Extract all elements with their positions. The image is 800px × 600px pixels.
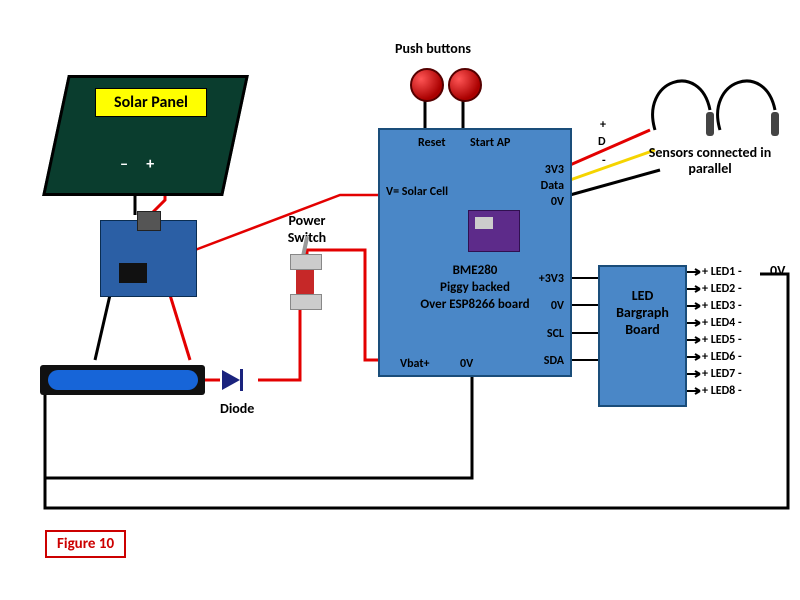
esp8266-box: Reset Start AP V= Solar Cell 3V3 Data 0V… (378, 128, 572, 377)
charger-board (100, 220, 197, 297)
bme280-module-icon (468, 210, 520, 252)
pin-0v-bottom: 0V (460, 357, 473, 371)
diode (222, 370, 240, 395)
sensor-probe-1-icon (706, 112, 714, 136)
pin-bus-sda: SDA (544, 354, 564, 368)
pin-bus-3v3: +3V3 (539, 272, 564, 286)
led-list: + LED1 - + LED2 - + LED3 - + LED4 - + LE… (702, 264, 742, 400)
diode-label: Diode (220, 400, 254, 417)
pin-3v3-top: 3V3 (545, 163, 564, 177)
battery-cell-icon (48, 370, 198, 390)
usb-connector-icon (137, 211, 161, 231)
charger-ic-icon (119, 263, 147, 283)
pin-data: Data (541, 179, 564, 193)
push-button-reset (410, 68, 444, 102)
figure-number: Figure 10 (45, 530, 126, 558)
sensor-pos: + (600, 118, 606, 132)
pin-vbat: Vbat+ (400, 357, 429, 371)
led-bargraph-box: LEDBargraphBoard (598, 265, 687, 407)
solar-panel-label: Solar Panel (95, 88, 207, 117)
sensor-probe-2-icon (771, 112, 779, 136)
push-button-start-ap (448, 68, 482, 102)
pin-reset: Reset (418, 136, 446, 150)
power-switch (296, 256, 314, 296)
pin-start-ap: Start AP (470, 136, 510, 150)
led-title: LEDBargraphBoard (600, 287, 685, 338)
pin-bus-scl: SCL (547, 327, 564, 341)
pin-bus-0v: 0V (551, 299, 564, 313)
pin-0v-top: 0V (551, 195, 564, 209)
pin-vsolar: V= Solar Cell (386, 185, 448, 199)
esp-title: BME280 Piggy backed Over ESP8266 board (380, 262, 570, 313)
sensor-d: D (598, 135, 606, 149)
push-buttons-label: Push buttons (395, 40, 471, 57)
battery-holder (40, 365, 205, 395)
led-0v-label: 0V (770, 262, 785, 279)
sensor-neg: - (602, 154, 606, 168)
sensors-label: Sensors connected in parallel (630, 145, 790, 177)
